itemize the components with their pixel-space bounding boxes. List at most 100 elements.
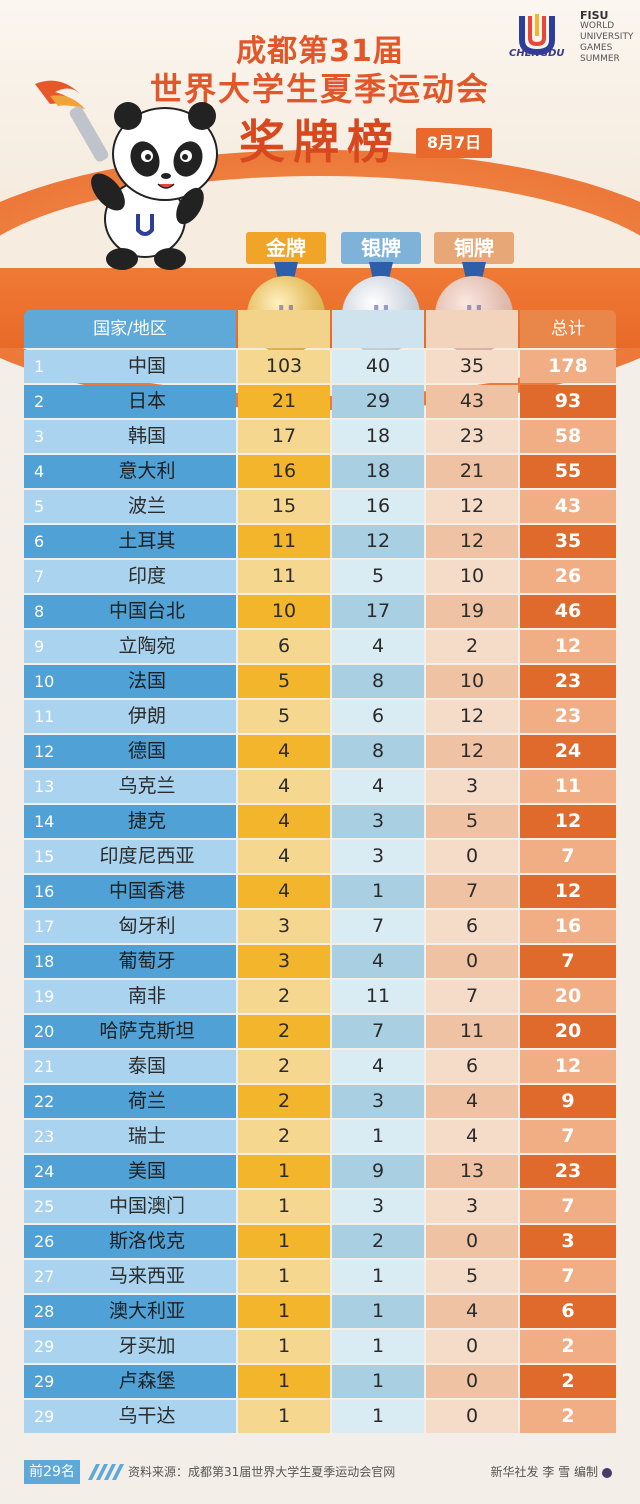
silver-cell: 1	[332, 1295, 424, 1328]
table-row: 29 乌干达 1 1 0 2	[24, 1400, 616, 1433]
table-row: 5 波兰 15 16 12 43	[24, 490, 616, 523]
table-row: 10 法国 5 8 10 23	[24, 665, 616, 698]
country-cell: 中国	[58, 350, 236, 383]
total-cell: 23	[520, 665, 616, 698]
total-cell: 12	[520, 805, 616, 838]
total-cell: 2	[520, 1365, 616, 1398]
country-cell: 瑞士	[58, 1120, 236, 1153]
country-cell: 日本	[58, 385, 236, 418]
gold-cell: 2	[238, 1085, 330, 1118]
bronze-cell: 21	[426, 455, 518, 488]
table-row: 3 韩国 17 18 23 58	[24, 420, 616, 453]
stripes-decoration-icon	[88, 1464, 124, 1480]
rank-cell: 25	[24, 1190, 58, 1223]
silver-cell: 18	[332, 420, 424, 453]
total-cell: 93	[520, 385, 616, 418]
table-row: 11 伊朗 5 6 12 23	[24, 700, 616, 733]
table-row: 1 中国 103 40 35 178	[24, 350, 616, 383]
rank-cell: 28	[24, 1295, 58, 1328]
bronze-cell: 35	[426, 350, 518, 383]
bronze-cell: 4	[426, 1295, 518, 1328]
rank-cell: 22	[24, 1085, 58, 1118]
silver-cell: 17	[332, 595, 424, 628]
total-cell: 7	[520, 1120, 616, 1153]
country-cell: 美国	[58, 1155, 236, 1188]
credit-dot-icon	[602, 1467, 612, 1478]
silver-cell: 1	[332, 1330, 424, 1363]
gold-cell: 2	[238, 1015, 330, 1048]
bronze-cell: 19	[426, 595, 518, 628]
rank-cell: 4	[24, 455, 58, 488]
gold-cell: 1	[238, 1225, 330, 1258]
gold-cell: 4	[238, 735, 330, 768]
silver-medal-label: 银牌	[341, 232, 421, 264]
bronze-cell: 0	[426, 945, 518, 978]
silver-cell: 4	[332, 630, 424, 663]
silver-cell: 4	[332, 945, 424, 978]
rank-cell: 20	[24, 1015, 58, 1048]
gold-cell: 11	[238, 560, 330, 593]
table-row: 13 乌克兰 4 4 3 11	[24, 770, 616, 803]
rank-cell: 7	[24, 560, 58, 593]
gold-cell: 11	[238, 525, 330, 558]
gold-cell: 1	[238, 1190, 330, 1223]
total-cell: 7	[520, 945, 616, 978]
country-cell: 乌克兰	[58, 770, 236, 803]
rank-cell: 14	[24, 805, 58, 838]
bronze-cell: 7	[426, 875, 518, 908]
country-cell: 牙买加	[58, 1330, 236, 1363]
footer-tag: 前29名	[24, 1460, 80, 1484]
silver-cell: 3	[332, 840, 424, 873]
rank-cell: 16	[24, 875, 58, 908]
gold-cell: 4	[238, 840, 330, 873]
total-cell: 26	[520, 560, 616, 593]
header-gold	[238, 310, 330, 348]
country-cell: 马来西亚	[58, 1260, 236, 1293]
header-silver	[332, 310, 424, 348]
bronze-cell: 6	[426, 910, 518, 943]
silver-cell: 29	[332, 385, 424, 418]
bronze-cell: 6	[426, 1050, 518, 1083]
table-row: 17 匈牙利 3 7 6 16	[24, 910, 616, 943]
silver-cell: 12	[332, 525, 424, 558]
silver-cell: 1	[332, 875, 424, 908]
total-cell: 35	[520, 525, 616, 558]
silver-cell: 3	[332, 805, 424, 838]
chengdu-logo-text: CHENGDU	[509, 48, 565, 59]
total-cell: 24	[520, 735, 616, 768]
bronze-cell: 43	[426, 385, 518, 418]
gold-cell: 5	[238, 665, 330, 698]
bronze-cell: 0	[426, 1330, 518, 1363]
rank-cell: 9	[24, 630, 58, 663]
total-cell: 46	[520, 595, 616, 628]
silver-cell: 5	[332, 560, 424, 593]
silver-cell: 7	[332, 910, 424, 943]
table-row: 21 泰国 2 4 6 12	[24, 1050, 616, 1083]
total-cell: 12	[520, 875, 616, 908]
rank-cell: 12	[24, 735, 58, 768]
bronze-cell: 2	[426, 630, 518, 663]
rank-cell: 5	[24, 490, 58, 523]
panda-mascot-icon	[35, 80, 218, 270]
table-row: 27 马来西亚 1 1 5 7	[24, 1260, 616, 1293]
table-row: 18 葡萄牙 3 4 0 7	[24, 945, 616, 978]
gold-cell: 4	[238, 805, 330, 838]
bronze-cell: 5	[426, 1260, 518, 1293]
gold-cell: 2	[238, 980, 330, 1013]
bronze-cell: 10	[426, 665, 518, 698]
silver-cell: 7	[332, 1015, 424, 1048]
total-cell: 23	[520, 1155, 616, 1188]
header-country: 国家/地区	[24, 310, 236, 348]
chengdu-logo-icon	[519, 14, 555, 56]
table-row: 23 瑞士 2 1 4 7	[24, 1120, 616, 1153]
footer-source: 资料来源：成都第31届世界大学生夏季运动会官网	[128, 1465, 396, 1479]
gold-medal-label: 金牌	[246, 232, 326, 264]
silver-cell: 1	[332, 1260, 424, 1293]
fisu-title: FISU	[580, 9, 609, 22]
country-cell: 韩国	[58, 420, 236, 453]
rank-cell: 18	[24, 945, 58, 978]
country-cell: 印度	[58, 560, 236, 593]
total-cell: 9	[520, 1085, 616, 1118]
gold-cell: 1	[238, 1260, 330, 1293]
